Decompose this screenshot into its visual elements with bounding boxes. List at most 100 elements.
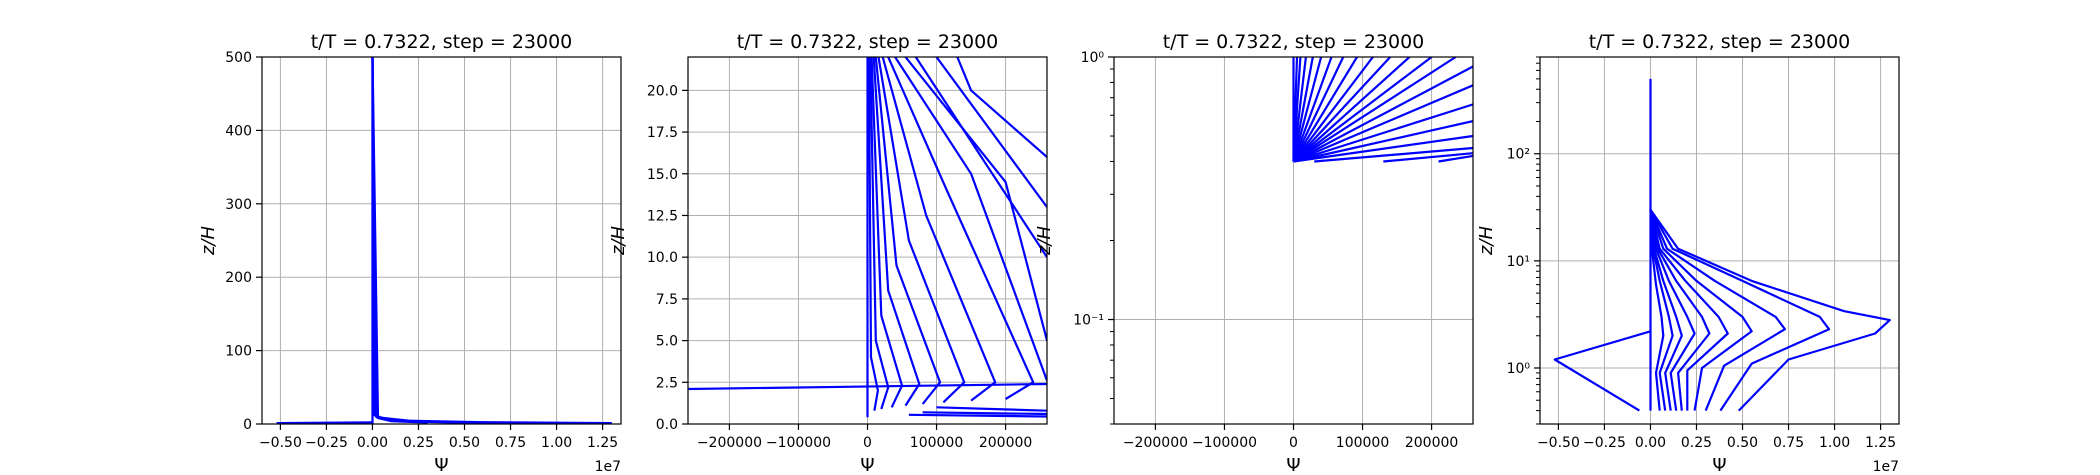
y-tick-label: 100	[225, 344, 252, 360]
chart-title: t/T = 0.7322, step = 23000	[737, 31, 999, 53]
profile-curve-13	[887, 57, 1035, 400]
y-tick-label: 500	[225, 50, 252, 66]
profile-curve-20	[1314, 146, 1473, 163]
profile-curve-4	[371, 57, 483, 424]
curves-group	[1553, 78, 1891, 412]
x-tick-label: −100000	[766, 435, 831, 451]
profile-curve-13	[1292, 57, 1433, 163]
x-tick-label: −100000	[1192, 435, 1257, 451]
panel-1-zh-linear: −0.50 −0.25 0.00 0.25 0.50 0.75 1.00 1.25 0 100 20…	[198, 31, 622, 475]
curves-group	[1292, 57, 1473, 163]
profile-curve-5	[908, 413, 1047, 418]
y-tick-label: 20.0	[647, 83, 678, 99]
profile-curve-21	[1383, 152, 1473, 163]
x-tick-label: 0.75	[1773, 435, 1804, 451]
profile-curve-17	[935, 57, 1047, 208]
x-tick-label: 0.00	[1635, 435, 1666, 451]
profile-curve-7	[869, 57, 890, 410]
panel-4-zh-log: −0.50 −0.25 0.00 0.25 0.50 0.75 1.00 1.25 10⁰ 10¹…	[1476, 31, 1900, 475]
axes-frame	[261, 56, 622, 425]
chart-title: t/T = 0.7322, step = 23000	[311, 31, 573, 53]
profile-curve-3	[371, 57, 428, 424]
profile-curve-7	[1292, 57, 1333, 162]
profile-curve-11	[1649, 209, 1891, 412]
profile-curve-22	[1438, 154, 1473, 163]
x-axis-label: Ψ	[1712, 455, 1726, 475]
profile-curve-9	[1649, 209, 1786, 412]
x-tick-label: 0	[1289, 435, 1298, 451]
profile-curve-6	[1649, 209, 1711, 411]
x-tick-label: −200000	[1123, 435, 1188, 451]
x-tick-label: 0.00	[357, 435, 388, 451]
x-tick-label: 200000	[1405, 435, 1458, 451]
x-axis-label: Ψ	[1286, 455, 1300, 475]
x-tick-label: 1.00	[1819, 435, 1850, 451]
y-axis-label: z/H	[1476, 226, 1497, 257]
profile-curve-2	[688, 382, 1047, 391]
x-tick-label: 100000	[1336, 435, 1389, 451]
y-tick-label: 0.0	[656, 417, 678, 433]
y-tick-label: 400	[225, 123, 252, 139]
profile-curve-16	[1293, 84, 1473, 163]
y-tick-label: 12.5	[647, 208, 678, 224]
x-tick-label: −200000	[697, 435, 762, 451]
y-tick-label: 200	[225, 270, 252, 286]
profile-curve-6	[371, 57, 612, 424]
profile-curve-18	[1293, 120, 1473, 163]
profile-curve-3	[936, 406, 1047, 412]
y-tick-label: 300	[225, 197, 252, 213]
x-tick-label: −0.50	[259, 435, 302, 451]
chart-title: t/T = 0.7322, step = 23000	[1589, 31, 1851, 53]
profile-curve-5	[1649, 209, 1696, 411]
profile-curve-15	[1292, 65, 1473, 163]
profile-curve-11	[877, 57, 966, 404]
panel-2-zh-zoom: −200000 −100000 0 100000 200000 0.0 2.5 5.0 7.5 1…	[608, 31, 1048, 475]
x-tick-label: 100000	[910, 435, 963, 451]
curves-group	[688, 57, 1047, 418]
profile-curve-5	[371, 57, 539, 424]
profile-curve-7	[1649, 209, 1729, 411]
x-scale-label: 1e7	[595, 459, 621, 475]
profile-curve-12	[1553, 330, 1651, 412]
profile-curve-11	[1292, 57, 1392, 163]
profile-curve-10	[874, 57, 942, 405]
profile-curve-6	[1292, 57, 1323, 162]
x-axis-label: Ψ	[860, 455, 874, 475]
y-tick-label: 0	[243, 417, 252, 433]
x-tick-label: 0.25	[1681, 435, 1712, 451]
y-tick-label: 10⁻¹	[1073, 313, 1104, 329]
profile-curve-19	[1293, 134, 1473, 163]
y-tick-label: 10¹	[1507, 254, 1530, 270]
x-scale-label: 1e7	[1873, 459, 1899, 475]
y-tick-label: 15.0	[647, 167, 678, 183]
profile-curve-18	[956, 57, 1047, 158]
x-tick-label: 0.50	[1727, 435, 1758, 451]
x-tick-label: 0.75	[495, 435, 526, 451]
x-tick-label: −0.25	[1583, 435, 1626, 451]
profile-curve-8	[1292, 57, 1345, 162]
profile-curve-4	[922, 411, 1047, 416]
x-tick-label: 1.25	[1865, 435, 1896, 451]
x-tick-label: −0.50	[1537, 435, 1580, 451]
profile-curve-8	[870, 57, 904, 408]
x-tick-label: −0.25	[305, 435, 348, 451]
profile-curve-12	[881, 57, 997, 402]
curves-group	[276, 57, 612, 424]
profile-curve-14	[1292, 57, 1457, 163]
profile-curve-14	[894, 57, 1047, 381]
y-axis-label: z/H	[608, 226, 629, 257]
y-tick-label: 7.5	[656, 292, 678, 308]
y-tick-label: 10⁰	[1081, 50, 1105, 66]
y-axis-label: z/H	[198, 226, 219, 257]
y-tick-label: 10⁰	[1507, 361, 1531, 377]
x-tick-label: 1.00	[541, 435, 572, 451]
x-tick-label: 0.25	[403, 435, 434, 451]
profile-curve-5	[1292, 57, 1314, 162]
y-axis-label: z/H	[1034, 226, 1055, 257]
profile-curve-17	[1293, 103, 1473, 163]
x-tick-label: 1.25	[587, 435, 618, 451]
profile-curve-6	[867, 57, 879, 411]
profile-curve-9	[872, 57, 921, 407]
profile-curve-2	[1649, 209, 1665, 411]
